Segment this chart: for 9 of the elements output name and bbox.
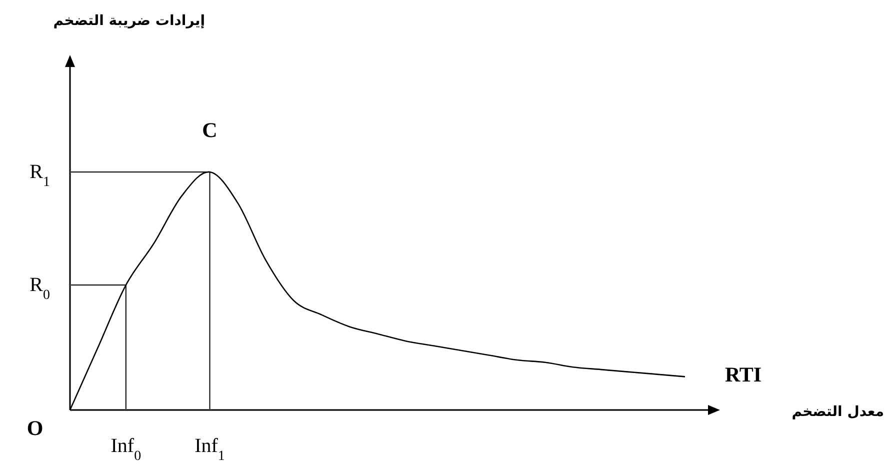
text: RTI <box>725 362 762 387</box>
text: O <box>26 416 44 440</box>
text: معدل التضخم <box>792 404 884 420</box>
x-tick-label: Inf$_{1}$ <box>194 435 225 464</box>
x-tick-label: Inf$_{0}$ <box>110 435 142 464</box>
text: R$_{1}$ <box>30 161 50 190</box>
text: إيرادات ضريبة التضخم <box>53 13 205 29</box>
text: R$_{0}$ <box>30 274 50 303</box>
annotation: C <box>202 118 218 142</box>
